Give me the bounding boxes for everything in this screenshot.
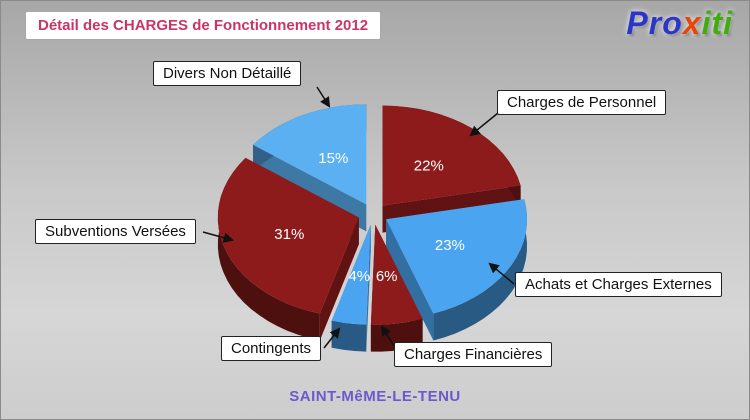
logo-text: Pro bbox=[626, 5, 683, 41]
label-achats-et-charges-externes: Achats et Charges Externes bbox=[515, 272, 722, 297]
label-contingents: Contingents bbox=[221, 336, 322, 361]
pie-slices: 15% 22% 23% 6% 4% 31% bbox=[217, 104, 527, 352]
logo-text: x bbox=[682, 5, 702, 41]
pie-slice-face bbox=[319, 217, 359, 341]
pie-slice-percent: 23% bbox=[435, 237, 465, 254]
logo-text: iti bbox=[701, 5, 733, 41]
label-subventions-versees: Subventions Versées bbox=[35, 219, 196, 244]
pie-slice-percent: 4% bbox=[348, 268, 370, 285]
label-charges-financieres: Charges Financières bbox=[394, 342, 553, 367]
pie-slice-face bbox=[253, 104, 367, 205]
callout-line-personnel bbox=[469, 112, 499, 137]
callout-line-subventions bbox=[202, 231, 235, 243]
pie-slice-percent: 22% bbox=[414, 157, 444, 174]
pie-slice-percent: 6% bbox=[376, 268, 398, 285]
town-name: SAINT-MêME-LE-TENU bbox=[289, 388, 461, 405]
pie-slice-percent: 31% bbox=[274, 226, 304, 243]
callout-line-divers bbox=[316, 86, 331, 108]
page-title: Détail des CHARGES de Fonctionnement 201… bbox=[25, 11, 382, 40]
pie-slice-face bbox=[386, 199, 527, 314]
pie-slice-face bbox=[382, 105, 521, 206]
pie-slice-face bbox=[331, 320, 367, 352]
pie-slice-face bbox=[331, 224, 371, 325]
pie-slice-percent: 15% bbox=[318, 150, 348, 167]
label-divers-non-detaille: Divers Non Détaillé bbox=[153, 61, 302, 86]
pie-slice-face bbox=[217, 157, 359, 314]
pie-slice-face bbox=[366, 224, 371, 352]
pie-slice-face bbox=[217, 157, 320, 341]
pie-slice-face bbox=[370, 224, 423, 325]
callout-line-achats bbox=[488, 262, 515, 285]
callout-line-contingents bbox=[323, 327, 341, 349]
proxiti-logo: Proxiti bbox=[626, 5, 733, 42]
pie-slice-face bbox=[386, 219, 434, 341]
label-charges-de-personnel: Charges de Personnel bbox=[497, 90, 667, 115]
pie-slice-face bbox=[433, 199, 527, 341]
